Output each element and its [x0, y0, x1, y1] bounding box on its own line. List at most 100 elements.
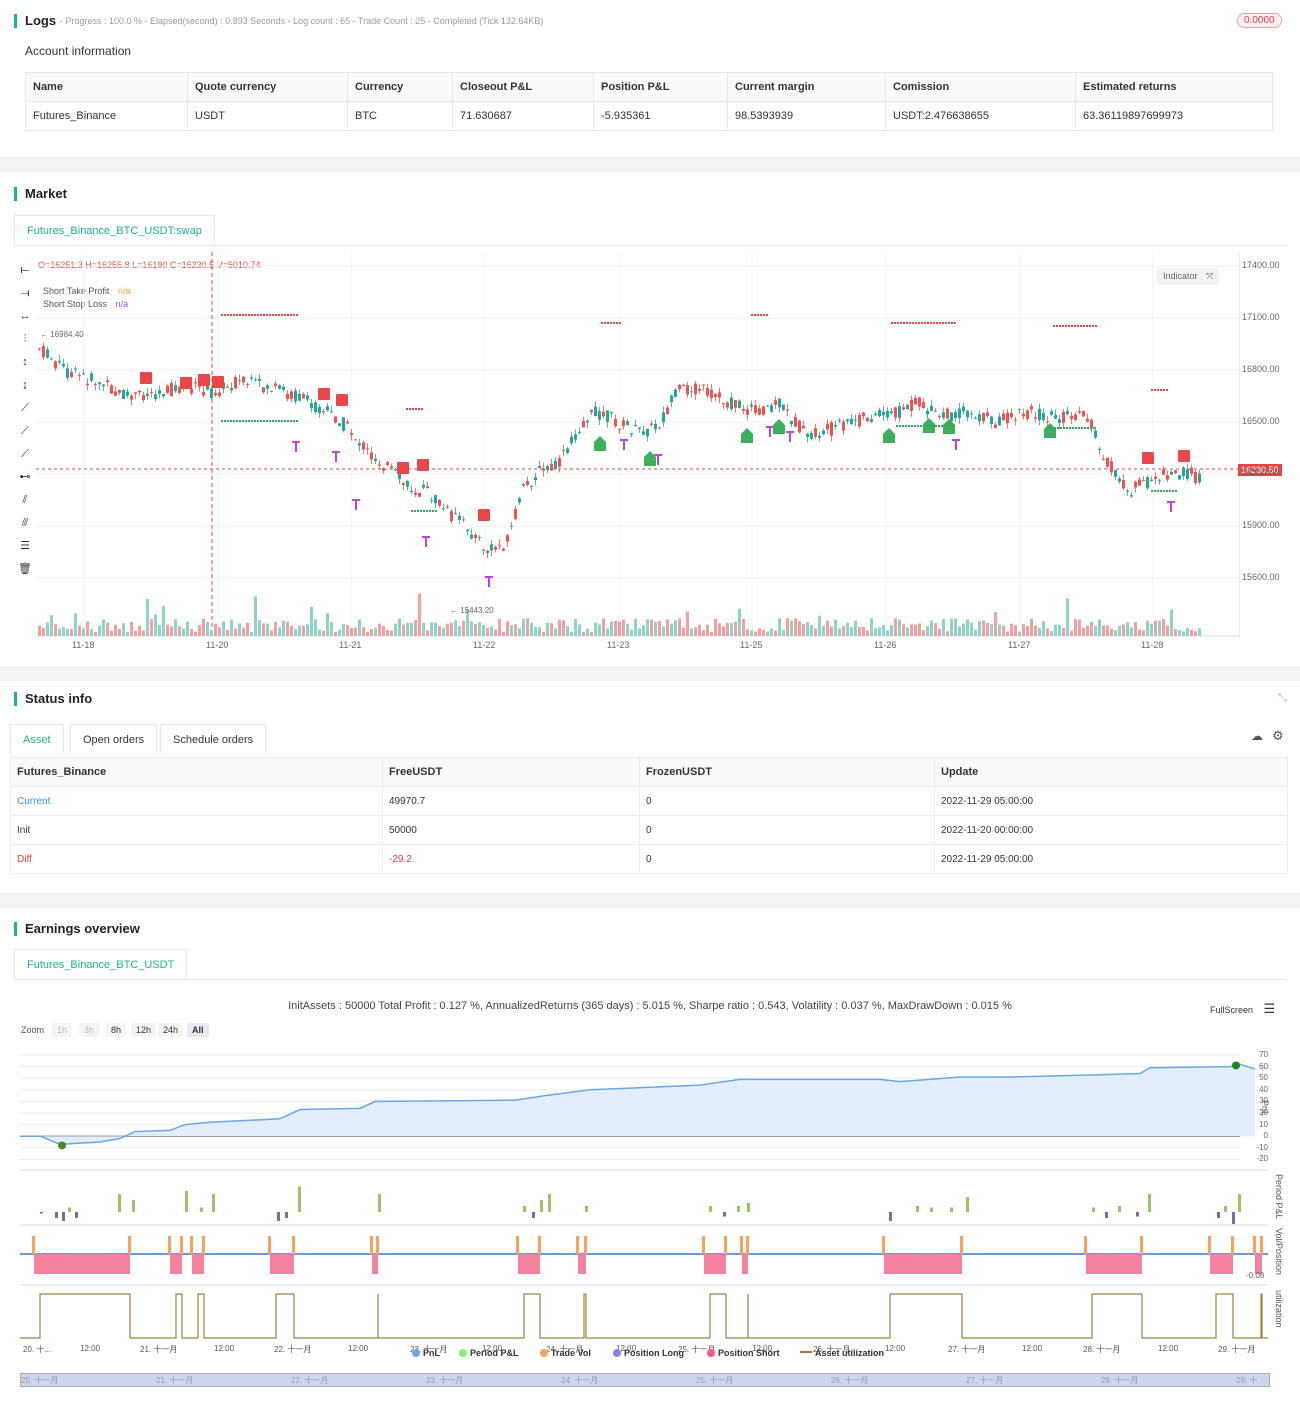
candle-body	[778, 398, 781, 408]
ray-line-icon[interactable]: ⟋	[21, 425, 29, 437]
horizontal-line-icon[interactable]: ⟝	[20, 264, 30, 276]
parallel-line-icon[interactable]: ⫽	[22, 494, 28, 506]
stop-dot	[221, 314, 223, 316]
trade-vol-bar	[746, 1236, 749, 1254]
trade-vol-bar	[370, 1236, 373, 1254]
zoom-3h-button[interactable]: 3h	[79, 1023, 100, 1037]
volume-bar	[1150, 623, 1153, 636]
tab-open-orders[interactable]: Open orders	[70, 724, 158, 754]
channel-icon[interactable]: ⫻	[21, 517, 29, 529]
fibonacci-icon[interactable]: ☰	[20, 540, 30, 552]
volume-bar	[262, 623, 265, 636]
close-marker	[620, 439, 628, 450]
vertical-ray-icon[interactable]: ↕	[22, 356, 28, 368]
volume-bar	[362, 627, 365, 636]
zoom-all-button[interactable]: All	[187, 1023, 209, 1037]
candle-body	[158, 390, 161, 394]
period-pnl-bar	[916, 1206, 919, 1212]
pnl-tick: 0	[1263, 1131, 1268, 1141]
earnings-tab[interactable]: Futures_Binance_BTC_USDT	[14, 949, 188, 979]
candle-body	[662, 412, 665, 423]
candlestick-chart[interactable]	[36, 252, 1240, 652]
stop-dot	[1157, 490, 1159, 492]
candle-body	[422, 484, 425, 488]
trend-line-icon[interactable]: ⟋	[21, 402, 29, 414]
trade-vol-bar	[268, 1236, 271, 1254]
volume-bar	[234, 628, 237, 636]
candle-body	[1090, 419, 1093, 428]
legend-item[interactable]: Asset utilization	[800, 1348, 884, 1358]
zoom-12h-button[interactable]: 12h	[131, 1023, 157, 1037]
vertical-segment-icon[interactable]: ↨	[22, 379, 28, 391]
vol-position-series	[20, 1236, 1268, 1274]
fullscreen-label: FullScreen	[1210, 1005, 1254, 1015]
volume-bar	[1074, 618, 1077, 636]
candle-body	[726, 402, 729, 408]
earnings-time-tick: 25. 十一月	[678, 1345, 716, 1354]
volume-bar	[218, 627, 221, 636]
volume-bar	[918, 623, 921, 636]
volume-bar	[1194, 631, 1197, 636]
candle-body	[586, 420, 589, 423]
zoom-24h-button[interactable]: 24h	[158, 1023, 184, 1037]
volume-bar	[290, 625, 293, 636]
segment-line-icon[interactable]: ⟋	[21, 448, 29, 460]
candle-body	[1170, 471, 1173, 475]
volume-bar	[462, 620, 465, 636]
stop-dot	[269, 420, 271, 422]
market-tab[interactable]: Futures_Binance_BTC_USDT:swap	[14, 215, 215, 245]
candle-body	[370, 452, 373, 460]
trade-vol-bar	[376, 1236, 379, 1254]
zoom-1h-button[interactable]: 1h	[52, 1023, 73, 1037]
volume-bar	[278, 627, 281, 636]
candle-body	[502, 548, 505, 551]
stop-dot	[953, 425, 955, 427]
legend-item[interactable]: Position Short	[707, 1348, 780, 1358]
earnings-chart[interactable]	[0, 1040, 1300, 1360]
earnings-title: Earnings overview	[14, 922, 140, 936]
legend-item[interactable]: Trade Vol	[540, 1348, 591, 1358]
legend-item[interactable]: Period P&L	[459, 1348, 519, 1358]
tab-schedule-orders[interactable]: Schedule orders	[160, 724, 267, 754]
candle-body	[286, 393, 289, 400]
candle-body	[602, 411, 605, 417]
stop-dot	[233, 314, 235, 316]
cloud-download-icon[interactable]: ☁	[1251, 729, 1263, 743]
volume-bar	[478, 622, 481, 636]
candle-body	[506, 535, 509, 542]
candle-body	[822, 430, 825, 435]
zoom-8h-button[interactable]: 8h	[106, 1023, 127, 1037]
volume-bar	[350, 627, 353, 636]
volume-bar	[162, 605, 165, 636]
fullscreen-button[interactable]: FullScreen ☰	[1210, 1001, 1275, 1017]
volume-bar	[190, 628, 193, 636]
stop-dot	[227, 314, 229, 316]
price-line-icon[interactable]: ⊷	[19, 471, 31, 483]
candle-body	[810, 432, 813, 439]
legend-item[interactable]: Position Long	[613, 1348, 684, 1358]
candle-body	[70, 371, 73, 377]
indicator-button[interactable]: Indicator ⤧	[1157, 268, 1220, 285]
horizontal-segment-icon[interactable]: ↔	[19, 310, 31, 322]
logs-badge[interactable]: 0.0000	[1237, 13, 1282, 28]
volume-bar	[1070, 630, 1073, 636]
trade-vol-bar	[740, 1236, 743, 1254]
earnings-time-tick: 12:00	[752, 1344, 773, 1353]
candle-body	[318, 406, 321, 414]
vertical-line-icon[interactable]: ⫶	[23, 333, 27, 345]
volume-bar	[998, 624, 1001, 636]
candle-body	[846, 419, 849, 422]
collapse-icon[interactable]: ⤡	[1278, 692, 1287, 704]
navigator[interactable]: 20. 十一月 21. 十一月 22. 十一月 23. 十一月 24. 十一月 25. 十…	[20, 1373, 1270, 1387]
stop-dot	[281, 314, 283, 316]
trash-icon[interactable]: 🗑	[18, 563, 32, 575]
horizontal-ray-icon[interactable]: ⟞	[20, 287, 30, 299]
candle-body	[486, 550, 489, 553]
time-tick: 11-22	[473, 640, 496, 650]
legend-item[interactable]: PnL	[412, 1348, 440, 1358]
stop-dot	[604, 322, 606, 324]
volume-bar	[1042, 621, 1045, 636]
gear-icon[interactable]: ⚙	[1272, 728, 1284, 743]
tab-asset[interactable]: Asset	[10, 724, 64, 754]
stop-dot	[1069, 427, 1071, 429]
